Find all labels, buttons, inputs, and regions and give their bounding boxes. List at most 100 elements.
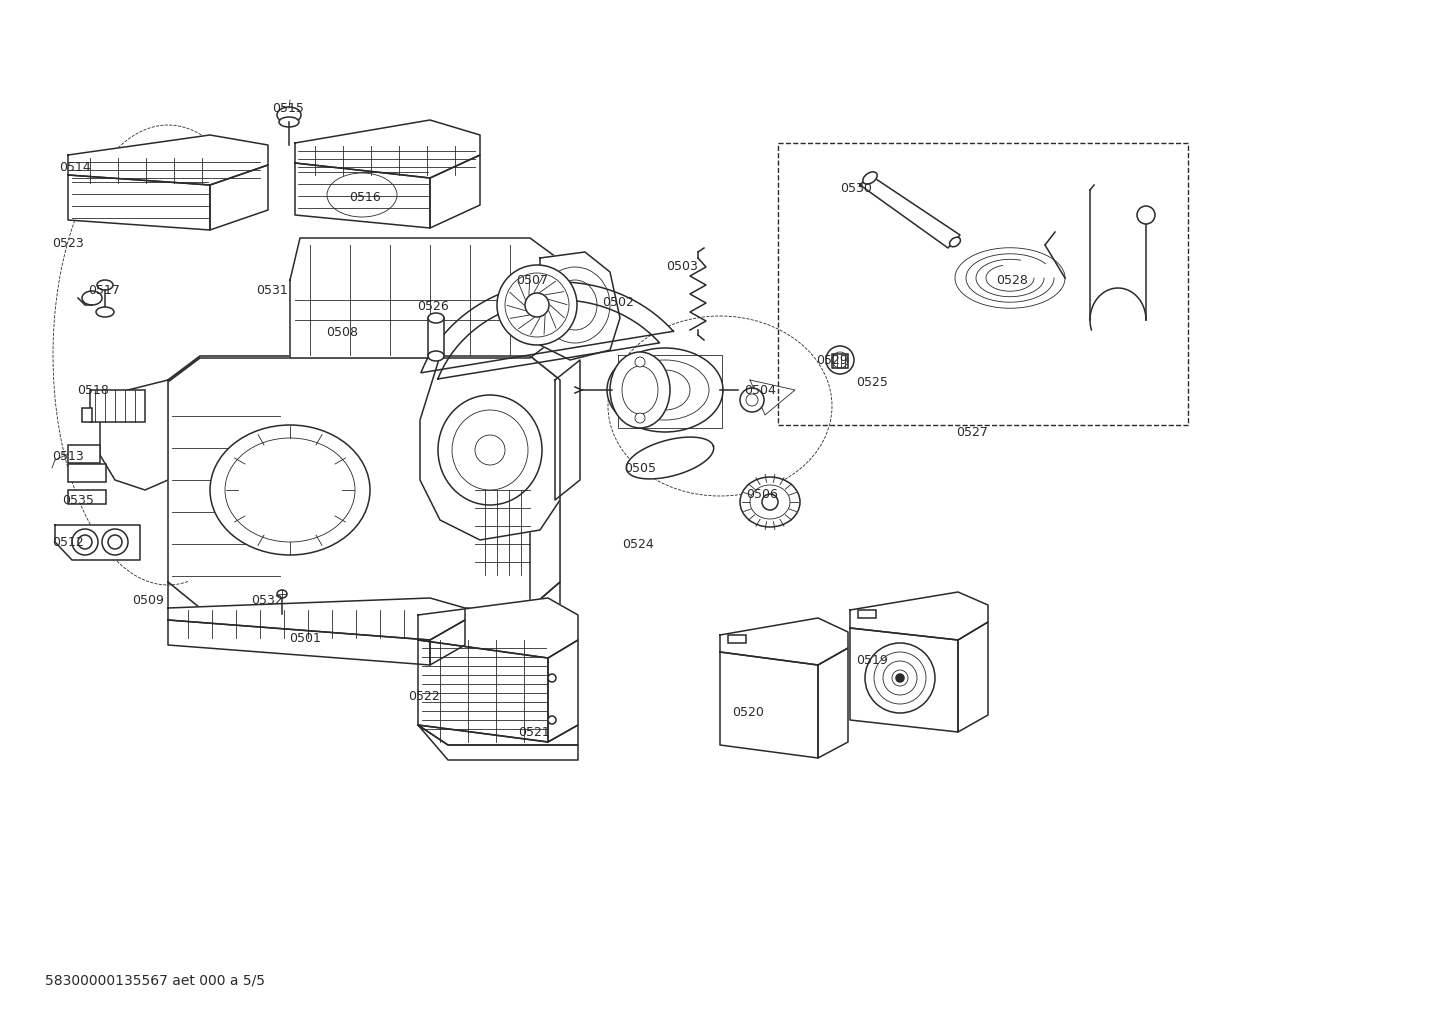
Text: 0531: 0531 <box>257 284 288 298</box>
Polygon shape <box>68 135 268 185</box>
Polygon shape <box>957 622 988 732</box>
Polygon shape <box>818 648 848 758</box>
Ellipse shape <box>97 280 112 290</box>
Text: 0532: 0532 <box>251 594 283 607</box>
Polygon shape <box>539 252 620 360</box>
Ellipse shape <box>862 172 877 184</box>
Polygon shape <box>430 620 464 665</box>
Text: 0527: 0527 <box>956 426 988 438</box>
Ellipse shape <box>1136 206 1155 224</box>
Text: 0505: 0505 <box>624 462 656 475</box>
Text: 0529: 0529 <box>816 355 848 368</box>
Polygon shape <box>290 238 559 358</box>
Polygon shape <box>626 437 714 479</box>
Ellipse shape <box>278 117 298 127</box>
Text: 0524: 0524 <box>622 538 653 551</box>
Ellipse shape <box>277 107 301 123</box>
Ellipse shape <box>548 716 557 725</box>
Ellipse shape <box>428 313 444 323</box>
Polygon shape <box>296 120 480 178</box>
Text: 0514: 0514 <box>59 161 91 173</box>
Text: 0523: 0523 <box>52 236 84 250</box>
Text: 0519: 0519 <box>857 654 888 667</box>
Text: 0512: 0512 <box>52 536 84 549</box>
Bar <box>728 635 746 643</box>
Text: 0526: 0526 <box>417 300 448 313</box>
Ellipse shape <box>428 351 444 361</box>
Ellipse shape <box>740 477 800 527</box>
Bar <box>68 490 107 504</box>
Text: 0502: 0502 <box>603 296 634 309</box>
Bar <box>68 445 99 463</box>
Text: 0518: 0518 <box>76 384 110 397</box>
Text: 0528: 0528 <box>996 274 1028 287</box>
Ellipse shape <box>740 388 764 412</box>
Polygon shape <box>720 652 818 758</box>
Text: 0506: 0506 <box>746 488 777 501</box>
Ellipse shape <box>548 674 557 682</box>
Ellipse shape <box>607 348 722 432</box>
Polygon shape <box>555 360 580 500</box>
Bar <box>89 390 146 422</box>
Ellipse shape <box>82 291 102 305</box>
Bar <box>68 464 107 482</box>
Text: 58300000135567 aet 000 a 5/5: 58300000135567 aet 000 a 5/5 <box>45 973 265 987</box>
Polygon shape <box>418 640 548 742</box>
Polygon shape <box>169 582 559 632</box>
Text: 0516: 0516 <box>349 191 381 204</box>
Ellipse shape <box>950 237 960 247</box>
Polygon shape <box>55 525 140 560</box>
Polygon shape <box>750 380 795 415</box>
Text: 0501: 0501 <box>288 632 322 644</box>
Polygon shape <box>169 598 464 640</box>
Polygon shape <box>418 725 578 745</box>
Bar <box>779 143 1188 425</box>
Text: 0503: 0503 <box>666 261 698 273</box>
Ellipse shape <box>108 535 123 549</box>
Polygon shape <box>849 592 988 640</box>
Polygon shape <box>418 725 578 760</box>
Polygon shape <box>169 356 559 382</box>
Ellipse shape <box>72 529 98 555</box>
Bar <box>858 610 875 618</box>
Polygon shape <box>99 380 169 490</box>
Polygon shape <box>418 598 578 658</box>
Ellipse shape <box>610 352 671 428</box>
Ellipse shape <box>497 265 577 345</box>
Text: 0517: 0517 <box>88 284 120 298</box>
Polygon shape <box>68 175 211 230</box>
Polygon shape <box>296 163 430 228</box>
Ellipse shape <box>634 357 645 367</box>
Polygon shape <box>211 165 268 230</box>
Bar <box>428 318 444 356</box>
Bar <box>82 408 92 422</box>
Polygon shape <box>420 356 559 540</box>
Polygon shape <box>619 355 722 428</box>
Text: 0504: 0504 <box>744 383 776 396</box>
Ellipse shape <box>826 346 854 374</box>
Ellipse shape <box>102 529 128 555</box>
Bar <box>832 354 848 368</box>
Ellipse shape <box>438 395 542 505</box>
Polygon shape <box>531 356 559 608</box>
Polygon shape <box>548 640 578 742</box>
Text: 0507: 0507 <box>516 273 548 286</box>
Text: 0508: 0508 <box>326 325 358 338</box>
Text: 0509: 0509 <box>133 593 164 606</box>
Text: 0522: 0522 <box>408 690 440 702</box>
Text: 0520: 0520 <box>733 705 764 718</box>
Ellipse shape <box>97 307 114 317</box>
Ellipse shape <box>895 674 904 682</box>
Text: 0515: 0515 <box>273 102 304 114</box>
Polygon shape <box>169 620 430 665</box>
Text: 0535: 0535 <box>62 494 94 507</box>
Polygon shape <box>859 175 960 248</box>
Ellipse shape <box>634 413 645 423</box>
Polygon shape <box>169 356 559 608</box>
Ellipse shape <box>277 590 287 598</box>
Text: 0530: 0530 <box>841 181 872 195</box>
Polygon shape <box>849 628 957 732</box>
Text: 0521: 0521 <box>518 727 549 740</box>
Ellipse shape <box>211 425 371 555</box>
Text: 0513: 0513 <box>52 449 84 463</box>
